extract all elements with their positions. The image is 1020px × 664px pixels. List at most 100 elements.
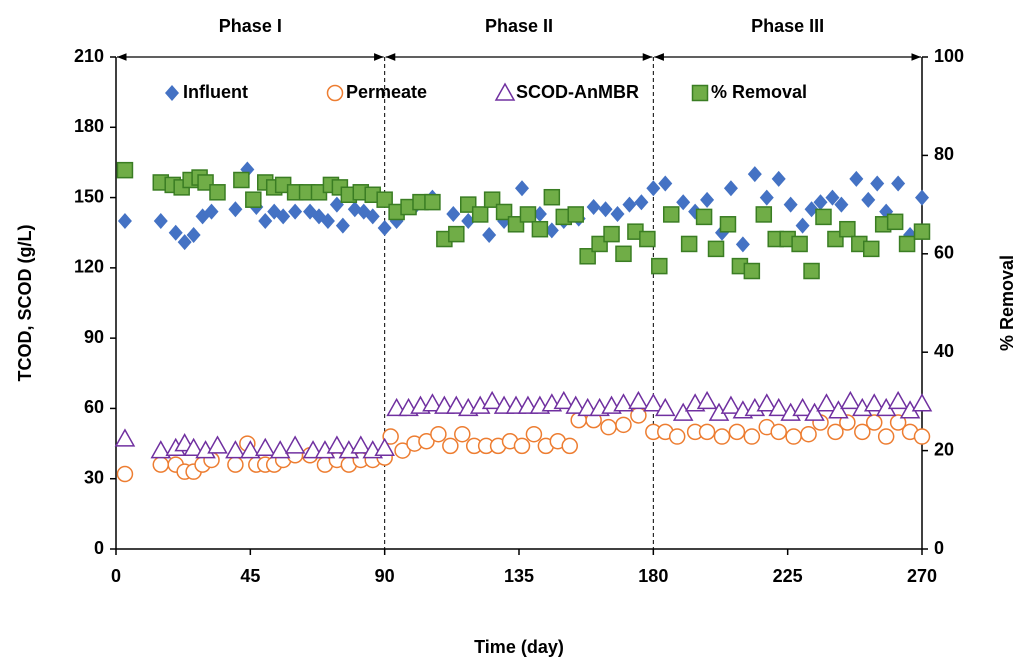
point <box>643 393 664 412</box>
point <box>785 428 802 445</box>
point <box>834 196 849 213</box>
point <box>394 442 411 459</box>
point <box>116 161 134 179</box>
point <box>662 206 680 223</box>
legend-label: % Removal <box>711 82 807 102</box>
point <box>804 201 819 218</box>
point <box>254 437 276 457</box>
legend-label: Influent <box>183 82 248 102</box>
point <box>825 189 840 206</box>
point <box>544 222 559 239</box>
point <box>335 217 350 234</box>
point <box>854 423 871 441</box>
point <box>228 201 243 218</box>
point <box>634 194 649 211</box>
point <box>350 435 372 454</box>
y2-tick-label: 100 <box>934 46 964 66</box>
point <box>227 456 244 473</box>
point <box>204 203 219 220</box>
point <box>800 425 817 443</box>
y-axis-label: TCOD, SCOD (g/L) <box>15 225 35 382</box>
phase-label: Phase III <box>751 16 824 36</box>
point <box>791 235 808 253</box>
point <box>531 220 549 238</box>
point <box>698 423 716 441</box>
point <box>756 393 778 412</box>
point <box>422 393 443 412</box>
point <box>827 423 844 441</box>
x-tick-label: 90 <box>375 566 395 586</box>
point <box>233 171 250 189</box>
point <box>117 213 132 229</box>
legend-marker <box>165 85 179 101</box>
point <box>861 191 876 208</box>
point <box>377 220 392 237</box>
point <box>209 184 226 201</box>
point <box>543 188 561 206</box>
point <box>816 393 837 412</box>
point <box>630 407 647 424</box>
point <box>771 170 786 187</box>
point <box>579 248 596 265</box>
point <box>565 395 587 414</box>
x-tick-label: 135 <box>504 566 534 586</box>
point <box>326 435 348 454</box>
point <box>658 175 673 192</box>
y-tick-label: 0 <box>94 538 104 558</box>
point <box>803 262 820 280</box>
point <box>768 397 789 417</box>
y2-tick-label: 60 <box>934 243 954 263</box>
point <box>424 193 441 211</box>
y-tick-label: 120 <box>74 257 104 277</box>
point <box>695 208 713 226</box>
point <box>792 397 813 417</box>
point <box>849 170 864 187</box>
legend-label: SCOD-AnMBR <box>516 82 639 102</box>
point <box>815 208 832 226</box>
point <box>150 440 172 459</box>
point <box>840 390 861 410</box>
point <box>613 393 634 412</box>
y-tick-label: 60 <box>84 397 104 417</box>
point <box>680 235 698 253</box>
point <box>454 425 471 443</box>
y-tick-label: 180 <box>74 116 104 136</box>
point <box>598 201 613 218</box>
point <box>913 428 931 445</box>
point <box>672 402 694 421</box>
point <box>915 189 929 206</box>
point <box>482 227 497 244</box>
point <box>813 194 828 211</box>
point <box>376 191 393 208</box>
point <box>288 203 303 220</box>
point <box>891 175 906 192</box>
point <box>177 234 192 251</box>
point <box>329 196 344 213</box>
point <box>696 390 718 410</box>
point <box>116 465 134 483</box>
point <box>615 245 632 263</box>
point <box>886 213 904 231</box>
point <box>245 191 262 208</box>
point <box>258 213 273 229</box>
point <box>735 236 750 253</box>
y-tick-label: 30 <box>84 467 104 487</box>
point <box>770 423 787 441</box>
point <box>828 400 849 419</box>
point <box>755 206 773 223</box>
point <box>646 180 661 197</box>
point <box>863 240 880 258</box>
point <box>446 395 467 414</box>
point <box>567 206 584 223</box>
point <box>713 428 731 445</box>
point <box>743 262 761 280</box>
point <box>240 440 261 459</box>
phase-label: Phase II <box>485 16 553 36</box>
point <box>320 213 335 229</box>
x-tick-label: 0 <box>111 566 121 586</box>
y-tick-label: 150 <box>74 186 104 206</box>
point <box>418 432 435 450</box>
point <box>615 416 632 434</box>
point <box>276 208 291 225</box>
